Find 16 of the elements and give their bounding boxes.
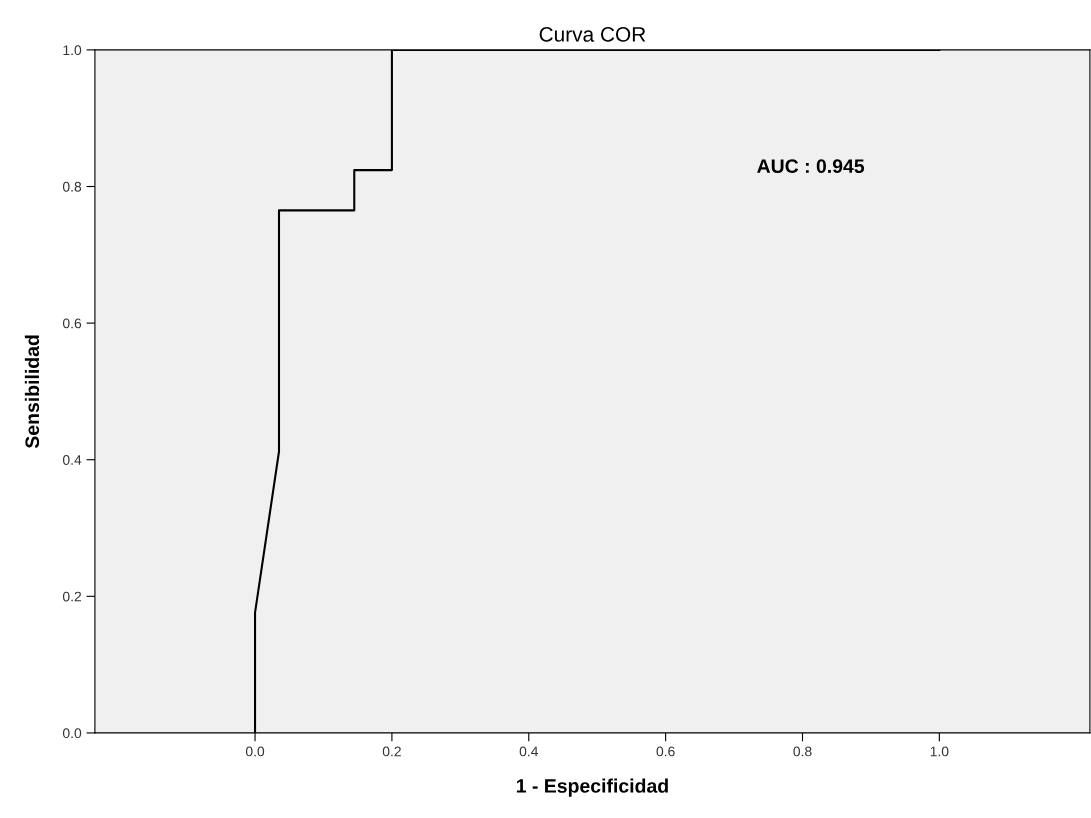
x-tick-label: 1.0: [930, 746, 949, 757]
x-tick-label: 0.4: [519, 746, 539, 757]
y-tick-label: 0.0: [62, 728, 82, 739]
x-axis-title: 1 - Especificidad: [516, 778, 668, 797]
x-tick-label: 0.8: [793, 746, 812, 757]
x-tick-label: 0.0: [245, 746, 265, 757]
y-tick-label: 0.8: [62, 181, 82, 192]
x-tick-label: 0.2: [382, 746, 401, 757]
chart-title: Curva COR: [539, 27, 646, 42]
y-axis-title: Sensibilidad: [24, 335, 40, 449]
y-tick-label: 1.0: [63, 45, 82, 56]
annotation: AUC : 0.945: [757, 159, 865, 174]
y-tick-label: 0.4: [62, 455, 82, 465]
x-tick-label: 0.6: [656, 746, 675, 757]
y-tick-label: 0.2: [62, 591, 82, 602]
y-tick-label: 0.6: [62, 318, 82, 329]
